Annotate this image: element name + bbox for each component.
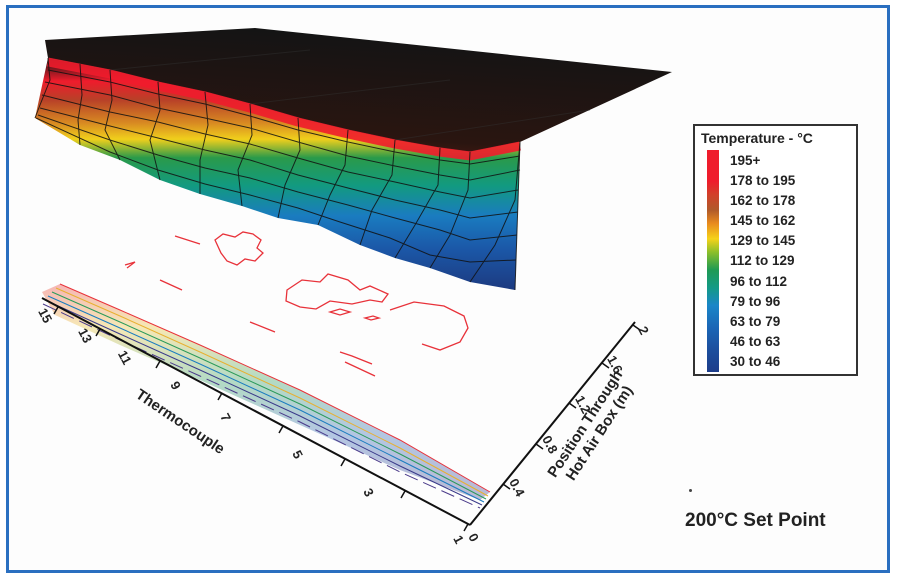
floor-contours — [124, 231, 469, 377]
legend-item: 129 to 145 — [730, 233, 796, 249]
legend-item: 178 to 195 — [730, 173, 796, 189]
mesh-lines — [34, 49, 591, 291]
axes — [41, 297, 636, 526]
surface-plateau — [45, 28, 672, 152]
legend-items: 195+ 178 to 195 162 to 178 145 to 162 12… — [730, 151, 795, 372]
legend-item: 63 to 79 — [730, 313, 781, 329]
legend-item: 195+ — [730, 153, 761, 168]
legend-title: Temperature - °C — [701, 130, 813, 146]
speck — [689, 489, 692, 492]
legend-item: 30 to 46 — [730, 353, 781, 369]
legend-item: 96 to 112 — [730, 273, 788, 289]
setpoint-caption: 200°C Set Point — [685, 510, 826, 531]
floor-contour-band — [42, 284, 490, 500]
legend-item: 46 to 63 — [730, 333, 781, 349]
temperature-legend: Temperature - °C 195+ 178 to 195 162 to … — [693, 124, 858, 376]
legend-item: 79 to 96 — [730, 293, 781, 309]
legend-item: 112 to 129 — [730, 253, 795, 269]
legend-item: 145 to 162 — [730, 213, 796, 229]
surface-wall — [35, 58, 520, 290]
legend-item: 162 to 178 — [730, 193, 796, 209]
legend-colorbar — [707, 150, 719, 372]
